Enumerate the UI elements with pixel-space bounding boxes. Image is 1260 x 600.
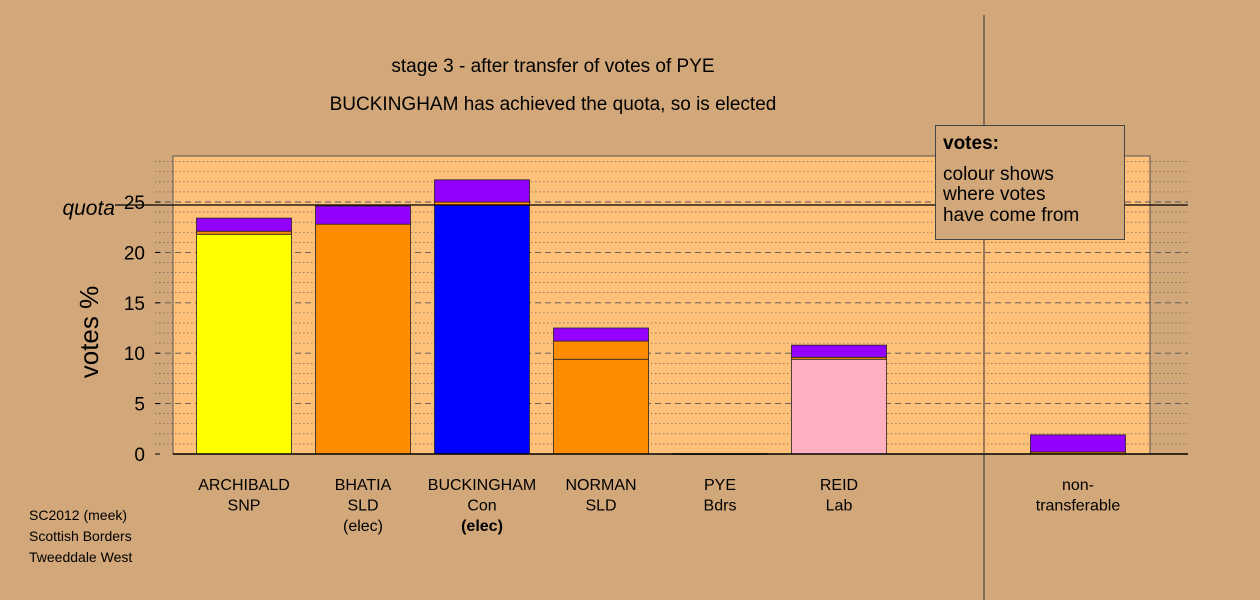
legend-title: votes:	[943, 133, 999, 154]
candidate-party-label: SLD	[585, 498, 616, 515]
candidate-party-label: transferable	[1036, 498, 1121, 515]
bar-segment-archibald-1	[196, 230, 292, 235]
bar-segment-archibald-0	[196, 233, 292, 455]
bar-segment-buckingham-0	[434, 204, 530, 455]
bar-segment-bhatia-0	[315, 223, 411, 455]
legend-line: where votes	[943, 184, 1046, 205]
legend: votes: colour shows where votes have com…	[935, 125, 1125, 240]
bar-segment-reid-0	[791, 358, 887, 455]
y-axis: 0 5 10 15 20 25	[124, 193, 160, 466]
candidate-status-label: (elec)	[343, 518, 383, 535]
source-line-3: Tweeddale West	[29, 549, 133, 565]
candidate-name-label: REID	[820, 477, 858, 494]
y-tick-label: 5	[134, 395, 145, 416]
quota-label: quota	[62, 197, 115, 220]
candidate-name-label: PYE	[704, 477, 736, 494]
y-tick-label: 20	[124, 243, 145, 264]
bar-segment-reid-2	[791, 344, 887, 358]
candidate-party-label: SLD	[347, 498, 378, 515]
source-line-2: Scottish Borders	[29, 528, 132, 544]
y-tick-label: 15	[124, 294, 145, 315]
candidate-name-label: BHATIA	[335, 477, 392, 494]
legend-line: have come from	[943, 204, 1080, 226]
candidate-name-label: non-	[1062, 477, 1094, 494]
bars	[196, 179, 1126, 455]
candidate-name-label: BUCKINGHAM	[428, 477, 536, 494]
candidate-name-label: NORMAN	[565, 477, 636, 494]
bar-segment-norman-1	[553, 340, 649, 360]
chart-title: stage 3 - after transfer of votes of PYE	[391, 56, 714, 77]
y-axis-label: votes %	[74, 286, 104, 379]
candidate-party-label: SNP	[228, 498, 261, 515]
candidate-party-label: Bdrs	[704, 498, 737, 515]
source-note: SC2012 (meek) Scottish Borders Tweeddale…	[29, 505, 132, 568]
candidate-name-label: ARCHIBALD	[198, 477, 290, 494]
bar-segment-archibald-2	[196, 217, 292, 232]
y-tick-label: 0	[134, 445, 145, 466]
bar-segment-buckingham-2	[434, 179, 530, 203]
x-axis-labels: ARCHIBALD SNP BHATIA SLD (elec) BUCKINGHAM Con…	[198, 477, 1120, 535]
y-tick-label: 10	[124, 344, 145, 365]
candidate-party-label: Con	[467, 498, 496, 515]
source-line-1: SC2012 (meek)	[29, 507, 128, 523]
bar-segment-norman-2	[553, 327, 649, 342]
bar-segment-norman-0	[553, 358, 649, 455]
bar-segment-bhatia-1	[315, 205, 411, 225]
y-tick-label: 25	[124, 193, 145, 214]
legend-line: colour shows	[943, 163, 1054, 185]
bar-segment-non-1	[1030, 434, 1126, 453]
candidate-party-label: Lab	[826, 498, 853, 515]
chart-subtitle: BUCKINGHAM has achieved the quota, so is…	[330, 94, 777, 115]
candidate-status-label: (elec)	[461, 518, 503, 535]
